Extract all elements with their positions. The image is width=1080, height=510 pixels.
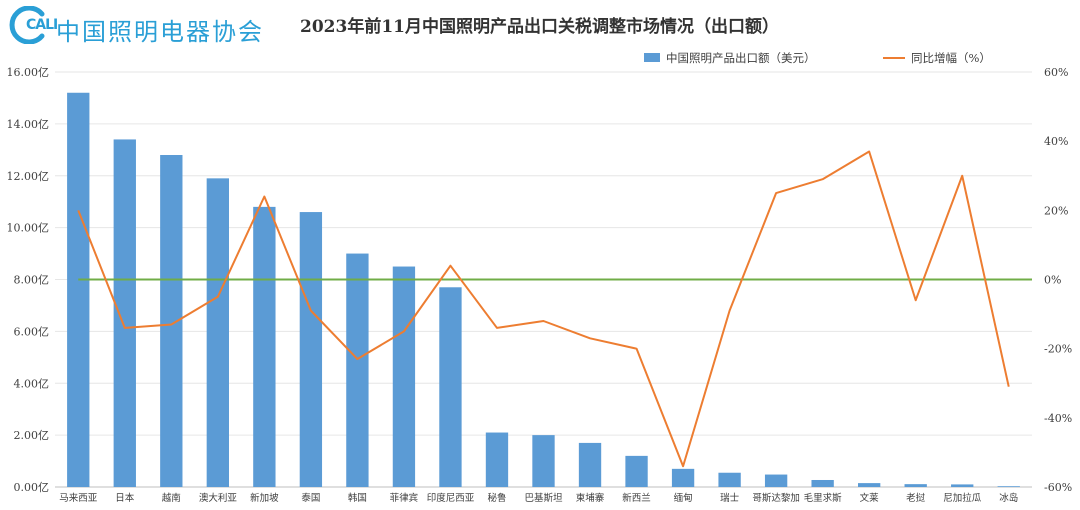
bar [811, 479, 834, 487]
y-right-tick-label: 60% [1044, 66, 1068, 79]
x-tick-label: 毛里求斯 [804, 492, 843, 504]
x-tick-label: 尼加拉瓜 [943, 492, 982, 504]
x-tick-label: 马来西亚 [59, 493, 98, 504]
right-axis: -60% -40% -20% 0% 20% 40% 60% [1044, 66, 1072, 494]
y-left-tick-label: 6.00亿 [14, 325, 50, 338]
y-right-tick-label: -40% [1044, 412, 1072, 425]
x-tick-label: 文莱 [860, 492, 880, 504]
y-left-tick-label: 8.00亿 [14, 274, 50, 287]
bar [671, 468, 695, 487]
bar [206, 178, 229, 487]
chart-title: 2023年前11月中国照明产品出口关税调整市场情况（出口额） [300, 17, 779, 37]
bar [346, 253, 369, 487]
x-axis: 马来西亚 日本 越南 澳大利亚 新加坡 泰国 韩国 菲律宾 印度尼西亚 秘鲁 巴基斯坦 柬埔寨 新西兰 缅… [59, 492, 1018, 504]
x-tick-label: 秘鲁 [487, 492, 506, 504]
x-tick-label: 缅甸 [674, 492, 693, 504]
bar [904, 484, 927, 487]
bar [67, 92, 90, 487]
bar [485, 432, 509, 487]
x-tick-label: 哥斯达黎加 [752, 492, 800, 504]
bar [532, 435, 555, 487]
y-right-tick-label: 0% [1044, 274, 1061, 287]
x-tick-label: 柬埔寨 [576, 492, 605, 504]
bar [951, 484, 974, 487]
x-tick-label: 老挝 [906, 492, 926, 504]
org-logo: CALI 中国照明电器协会 [8, 6, 262, 46]
x-tick-label: 菲律宾 [390, 492, 419, 504]
bar [392, 266, 416, 487]
y-right-tick-label: 40% [1044, 135, 1068, 148]
legend-label-bar: 中国照明产品出口额（美元） [666, 51, 816, 65]
bar [858, 483, 881, 487]
legend-swatch-bar [644, 53, 660, 62]
bar [299, 212, 323, 487]
bar-series [67, 92, 1020, 487]
bar [625, 455, 648, 487]
x-tick-label: 日本 [115, 492, 135, 504]
y-left-tick-label: 12.00亿 [7, 170, 50, 183]
bar [160, 155, 183, 487]
bar [997, 486, 1020, 487]
bar [578, 442, 602, 487]
x-tick-label: 冰岛 [999, 492, 1018, 504]
x-tick-label: 印度尼西亚 [427, 492, 475, 504]
x-tick-label: 新加坡 [250, 492, 279, 504]
left-axis: 0.00亿 2.00亿 4.00亿 6.00亿 8.00亿 10.00亿 12.00亿 14.… [7, 66, 50, 494]
y-left-tick-label: 2.00亿 [14, 429, 50, 442]
y-left-tick-label: 16.00亿 [7, 66, 50, 79]
logo-mark-text: CALI [26, 17, 58, 33]
growth-line [77, 150, 1010, 468]
x-tick-label: 新西兰 [622, 492, 651, 504]
x-tick-label: 澳大利亚 [199, 492, 238, 504]
legend: 中国照明产品出口额（美元） 同比增幅（%） [644, 51, 991, 65]
y-right-tick-label: -20% [1044, 343, 1072, 356]
x-tick-label: 韩国 [348, 492, 367, 504]
line-series [77, 150, 1010, 468]
y-left-tick-label: 0.00亿 [14, 481, 50, 494]
x-tick-label: 越南 [162, 492, 181, 504]
org-name: 中国照明电器协会 [56, 18, 264, 46]
y-right-tick-label: -60% [1044, 481, 1072, 494]
bar [253, 206, 276, 487]
x-tick-label: 瑞士 [720, 492, 740, 504]
x-tick-label: 巴基斯坦 [524, 492, 563, 504]
bar [764, 474, 788, 487]
y-left-tick-label: 14.00亿 [7, 118, 50, 131]
y-left-tick-label: 10.00亿 [7, 222, 50, 235]
legend-label-line: 同比增幅（%） [911, 51, 991, 65]
bar [113, 139, 136, 487]
y-left-tick-label: 4.00亿 [14, 377, 50, 390]
bar [718, 472, 741, 487]
bar [439, 287, 462, 487]
y-right-tick-label: 20% [1044, 204, 1068, 217]
cali-logo-icon [9, 6, 45, 44]
x-tick-label: 泰国 [301, 492, 320, 504]
